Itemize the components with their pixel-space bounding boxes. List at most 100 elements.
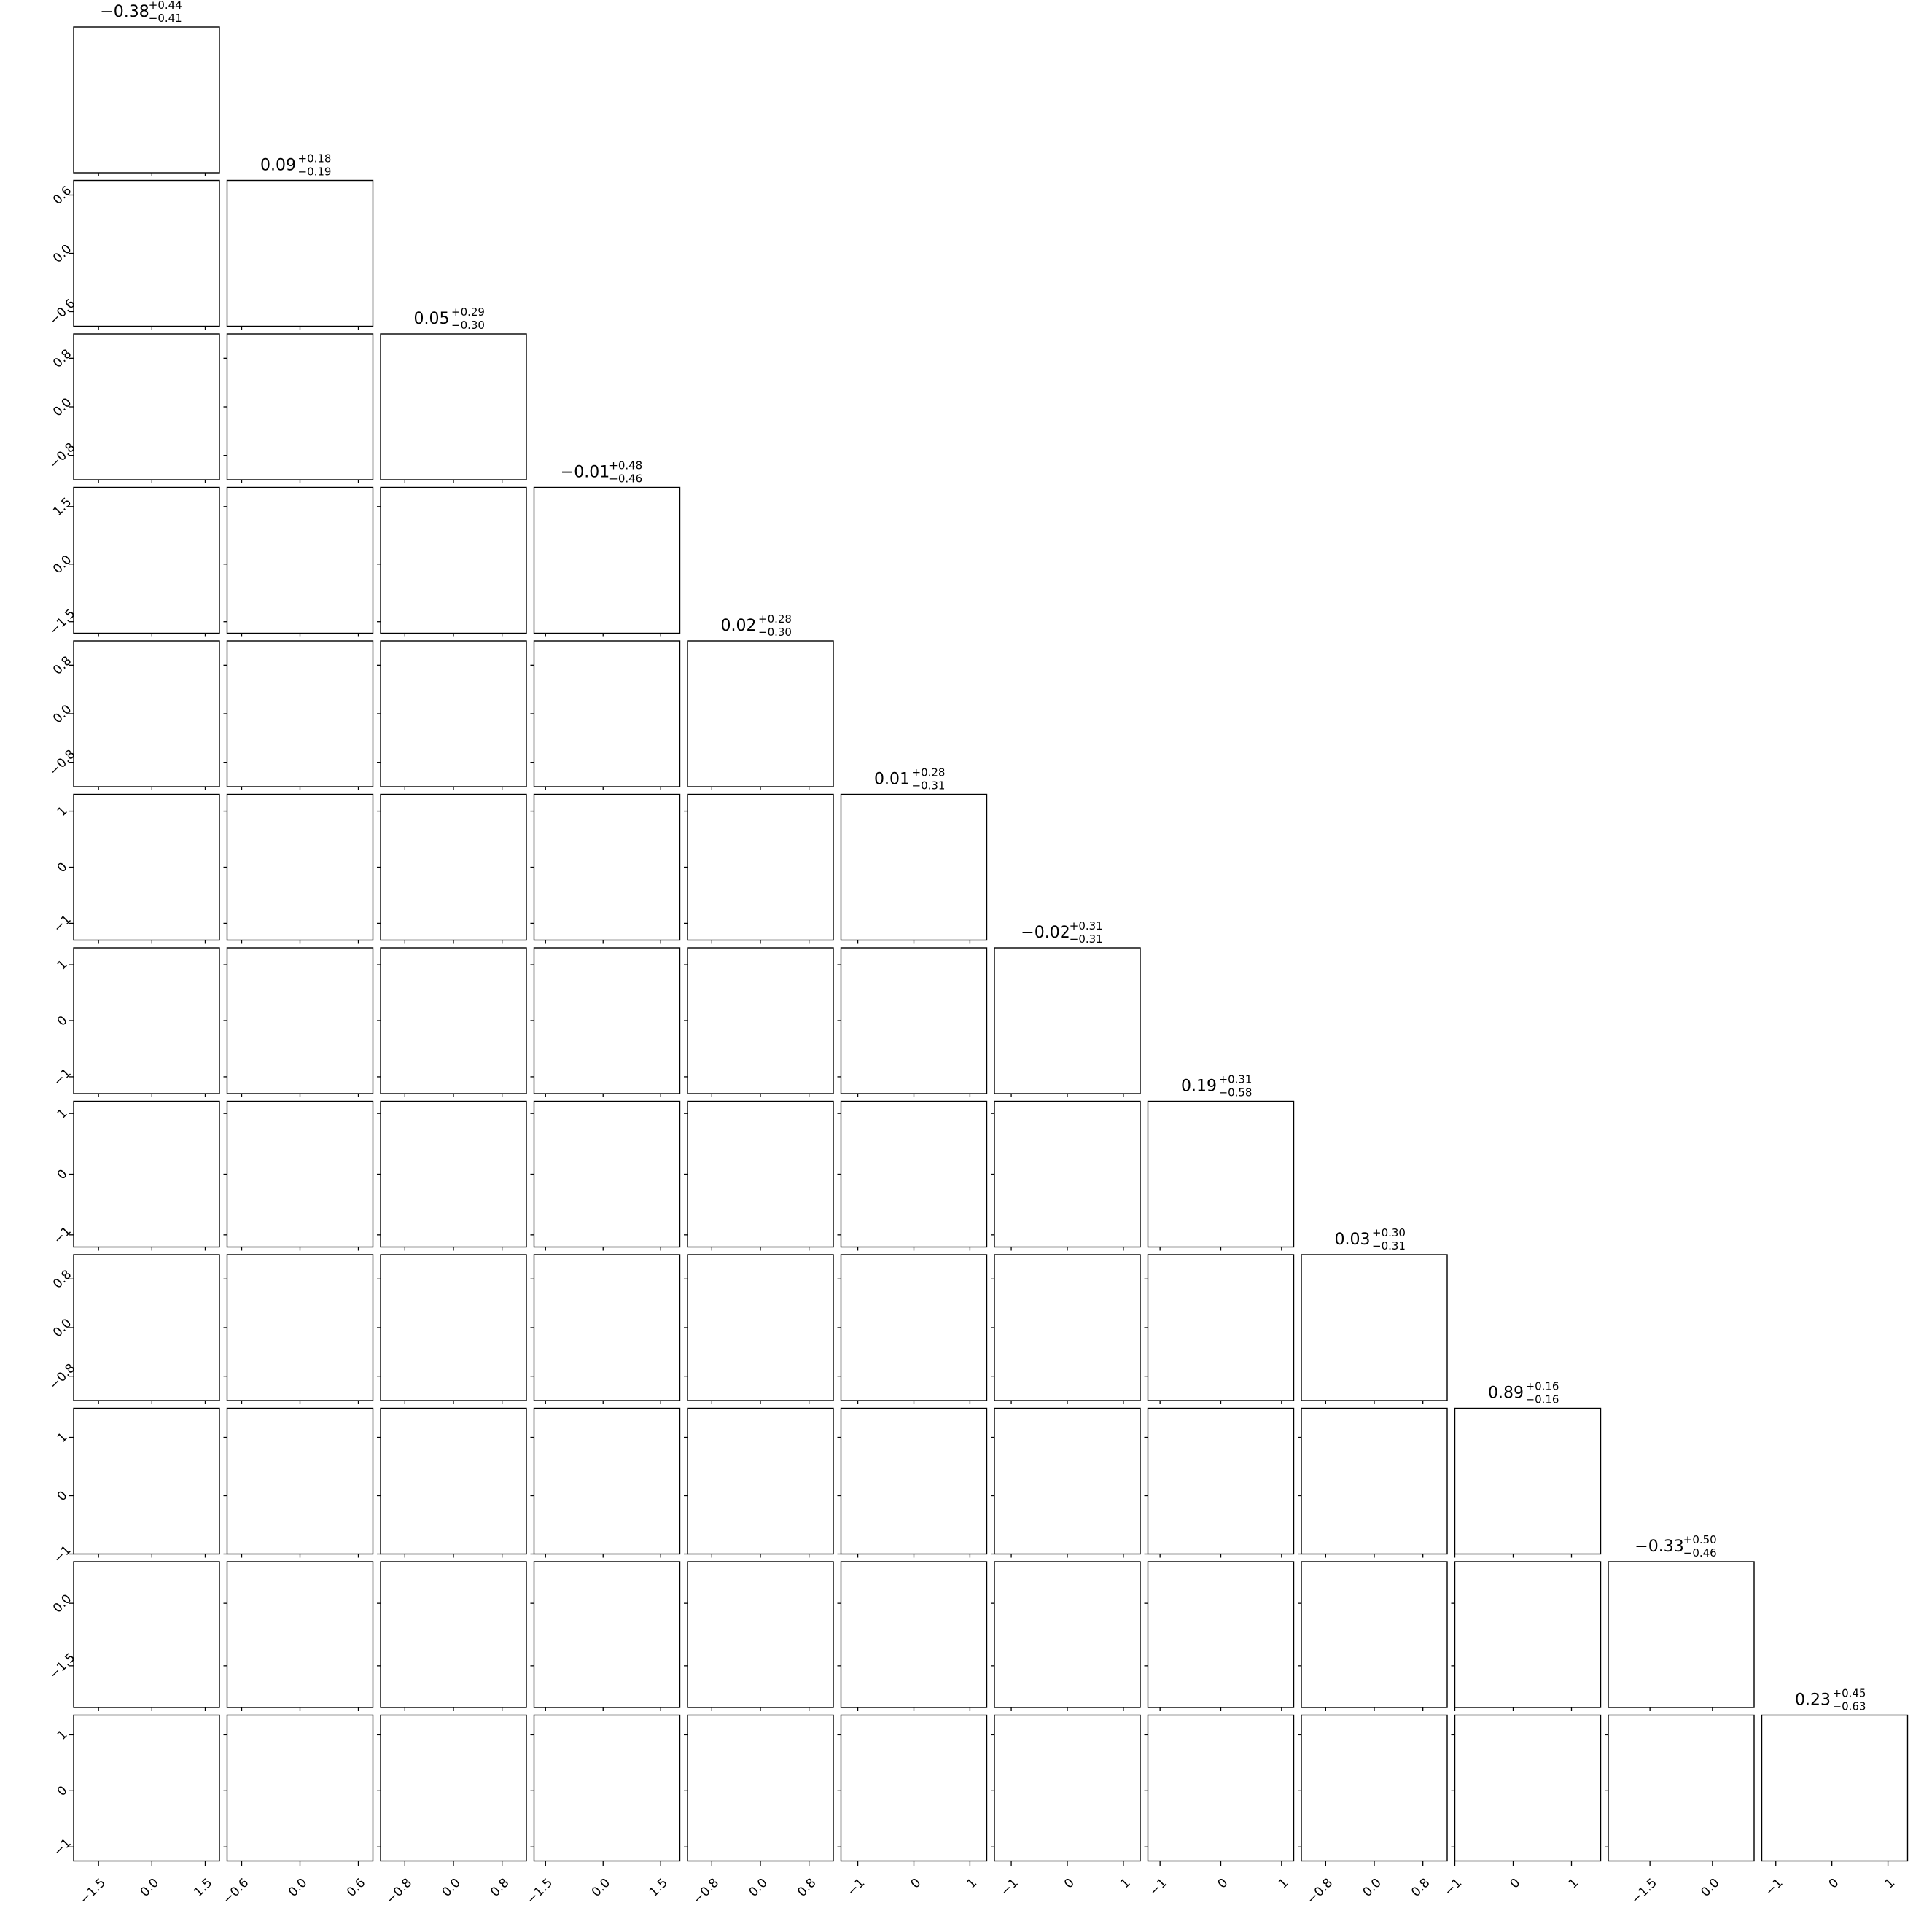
sample-point-red [747, 1099, 749, 1100]
sample-point-red [465, 1871, 467, 1873]
panel-title-minus-7: −0.58 [1219, 1086, 1253, 1099]
panel-frame [1147, 1100, 1295, 1248]
panel-title-1: 0.09 [260, 157, 296, 175]
sample-point-red [478, 1253, 480, 1255]
panel-frame [994, 1100, 1141, 1248]
panel-frame [687, 1254, 834, 1401]
panel-frame [226, 640, 374, 787]
panel-frame [533, 486, 681, 634]
panel-frame [533, 793, 681, 941]
panel-frame [380, 1561, 527, 1708]
panel-frame [840, 1561, 988, 1708]
panel-frame [687, 1561, 834, 1708]
panel-title-6: −0.02 [1021, 924, 1070, 942]
panel-title-minus-4: −0.30 [758, 626, 792, 639]
panel-title-plus-4: +0.28 [758, 612, 792, 626]
panel-frame [687, 1714, 834, 1862]
sample-point-red [1294, 1595, 1296, 1597]
panel-frame [994, 1254, 1141, 1401]
panel-frame [226, 333, 374, 480]
panel-frame [533, 1714, 681, 1862]
panel-title-4: 0.02 [721, 617, 757, 635]
panel-frame [994, 1407, 1141, 1555]
panel-frame [533, 1254, 681, 1401]
sample-point-blue [585, 944, 587, 946]
sample-point-blue [375, 587, 377, 588]
panel-frame [73, 333, 220, 480]
sample-point-red [201, 1097, 203, 1099]
panel-frame [380, 947, 527, 1094]
sample-point-red [1294, 1639, 1296, 1640]
sample-point-blue [783, 944, 784, 946]
panel-frame [73, 26, 220, 174]
panel-frame [1147, 1407, 1295, 1555]
panel-frame [687, 793, 834, 941]
sample-point-red [179, 331, 180, 332]
sample-point-red [989, 1155, 991, 1156]
panel-title-plus-10: +0.50 [1683, 1533, 1717, 1546]
panel-frame [380, 1254, 527, 1401]
sample-point-red [279, 1097, 281, 1099]
panel-title-plus-6: +0.31 [1070, 919, 1103, 932]
panel-title-2: 0.05 [414, 310, 450, 328]
panel-title-5: 0.01 [874, 771, 910, 789]
panel-title-minus-3: −0.46 [609, 472, 642, 486]
panel-frame [73, 486, 220, 634]
panel-frame [380, 1714, 527, 1862]
panel-frame [1301, 1254, 1448, 1401]
panel-frame [1147, 1254, 1295, 1401]
sample-point-red [1295, 1602, 1296, 1604]
sample-point-blue [379, 1595, 381, 1597]
sample-point-red [764, 1556, 766, 1557]
panel-title-plus-5: +0.28 [912, 766, 946, 779]
panel-title-minus-10: −0.46 [1683, 1546, 1717, 1559]
panel-frame [380, 486, 527, 634]
sample-point-red [834, 1787, 835, 1788]
sample-point-red [430, 1708, 432, 1710]
sample-point-red [320, 1253, 322, 1254]
panel-frame [73, 1254, 220, 1401]
panel-frame [226, 179, 374, 327]
panel-title-minus-2: −0.30 [451, 319, 485, 332]
panel-frame [380, 1100, 527, 1248]
panel-frame [687, 1407, 834, 1555]
panel-frame [73, 1561, 220, 1708]
panel-frame [380, 640, 527, 787]
panel-frame [226, 1561, 374, 1708]
sample-point-red [774, 1094, 775, 1096]
panel-frame [994, 1561, 1141, 1708]
panel-title-minus-9: −0.16 [1526, 1393, 1559, 1406]
sample-point-red [624, 1253, 626, 1254]
panel-frame [73, 1407, 220, 1555]
panel-frame [226, 1254, 374, 1401]
panel-frame [840, 793, 988, 941]
sample-point-red [1606, 1631, 1608, 1632]
panel-frame [1301, 1407, 1448, 1555]
panel-frame [73, 947, 220, 1094]
panel-frame [226, 1407, 374, 1555]
panel-title-7: 0.19 [1181, 1078, 1217, 1096]
sample-point-red [1065, 1094, 1067, 1096]
panel-frame [226, 486, 374, 634]
panel-title-plus-3: +0.48 [609, 459, 642, 472]
panel-title-minus-0: −0.41 [149, 12, 182, 25]
panel-title-plus-7: +0.31 [1219, 1073, 1253, 1086]
panel-frame [380, 793, 527, 941]
panel-frame [533, 1561, 681, 1708]
panel-title-plus-1: +0.18 [298, 152, 332, 165]
panel-title-0: −0.38 [100, 3, 149, 21]
sample-point-red [64, 860, 66, 861]
panel-frame [226, 1714, 374, 1862]
sample-point-red [464, 1559, 466, 1560]
panel-frame [1454, 1561, 1602, 1708]
sample-point-red [527, 897, 529, 899]
sample-point-red [905, 1095, 907, 1097]
panel-title-plus-0: +0.44 [149, 0, 182, 12]
sample-point-red [780, 941, 782, 943]
sample-point-red [656, 1876, 658, 1877]
panel-frame [840, 1254, 988, 1401]
panel-frame [73, 1714, 220, 1862]
panel-title-plus-2: +0.29 [451, 305, 485, 319]
panel-frame [687, 1100, 834, 1248]
